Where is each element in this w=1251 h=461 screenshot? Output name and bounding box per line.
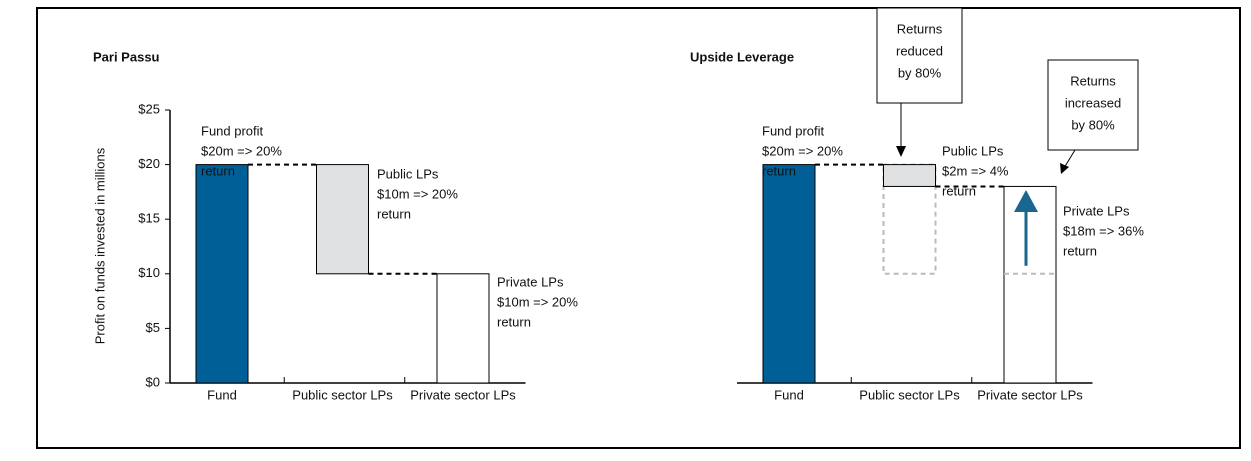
bar-annotation: return bbox=[762, 163, 796, 178]
bar-annotation: return bbox=[497, 314, 531, 329]
bar-annotation: $20m => 20% bbox=[762, 143, 843, 158]
y-tick-label: $20 bbox=[138, 156, 160, 171]
callout-pointer-head bbox=[896, 146, 906, 157]
bar-annotation: $10m => 20% bbox=[377, 186, 458, 201]
bar bbox=[762, 164, 816, 384]
callout-text: by 80% bbox=[1071, 117, 1115, 132]
chart-title: Upside Leverage bbox=[690, 49, 794, 64]
y-axis-label: Profit on funds invested in millions bbox=[92, 147, 107, 344]
y-tick-label: $10 bbox=[138, 265, 160, 280]
bar-annotation: $18m => 36% bbox=[1063, 223, 1144, 238]
y-tick-label: $0 bbox=[146, 374, 160, 389]
bar-annotation: return bbox=[942, 183, 976, 198]
callout-text: Returns bbox=[897, 21, 943, 36]
x-tick-label: Public sector LPs bbox=[292, 387, 393, 402]
bar-annotation: Public LPs bbox=[377, 166, 439, 181]
bar-annotation: Private LPs bbox=[497, 274, 564, 289]
bar bbox=[436, 273, 490, 384]
frame bbox=[36, 7, 1241, 449]
callout-box bbox=[1047, 59, 1139, 151]
callout-pointer bbox=[1063, 149, 1076, 169]
y-tick-label: $15 bbox=[138, 211, 160, 226]
bar-annotation: Fund profit bbox=[762, 123, 825, 138]
y-tick-label: $5 bbox=[146, 320, 160, 335]
callout-text: by 80% bbox=[898, 65, 942, 80]
bar-annotation: $20m => 20% bbox=[201, 143, 282, 158]
bar-annotation: return bbox=[201, 163, 235, 178]
bar bbox=[883, 164, 936, 187]
bar-annotation: $2m => 4% bbox=[942, 163, 1009, 178]
bar-annotation: return bbox=[1063, 243, 1097, 258]
callout-text: reduced bbox=[896, 43, 943, 58]
x-tick-label: Private sector LPs bbox=[977, 387, 1083, 402]
bar-annotation: Fund profit bbox=[201, 123, 264, 138]
x-tick-label: Public sector LPs bbox=[859, 387, 960, 402]
x-tick-label: Fund bbox=[207, 387, 237, 402]
callout-pointer-head bbox=[1060, 163, 1069, 174]
callout-text: increased bbox=[1065, 95, 1121, 110]
chart-title: Pari Passu bbox=[93, 49, 160, 64]
y-tick-label: $25 bbox=[138, 101, 160, 116]
callout-text: Returns bbox=[1070, 73, 1116, 88]
bar-annotation: $10m => 20% bbox=[497, 294, 578, 309]
bar bbox=[316, 164, 369, 275]
x-tick-label: Private sector LPs bbox=[410, 387, 516, 402]
increase-arrowhead bbox=[1014, 190, 1038, 212]
bar bbox=[1003, 185, 1057, 384]
x-tick-label: Fund bbox=[774, 387, 804, 402]
bar-annotation: Private LPs bbox=[1063, 203, 1130, 218]
callout-box bbox=[876, 7, 963, 104]
bar-annotation: Public LPs bbox=[942, 143, 1004, 158]
bar bbox=[195, 164, 249, 384]
bar-annotation: return bbox=[377, 206, 411, 221]
